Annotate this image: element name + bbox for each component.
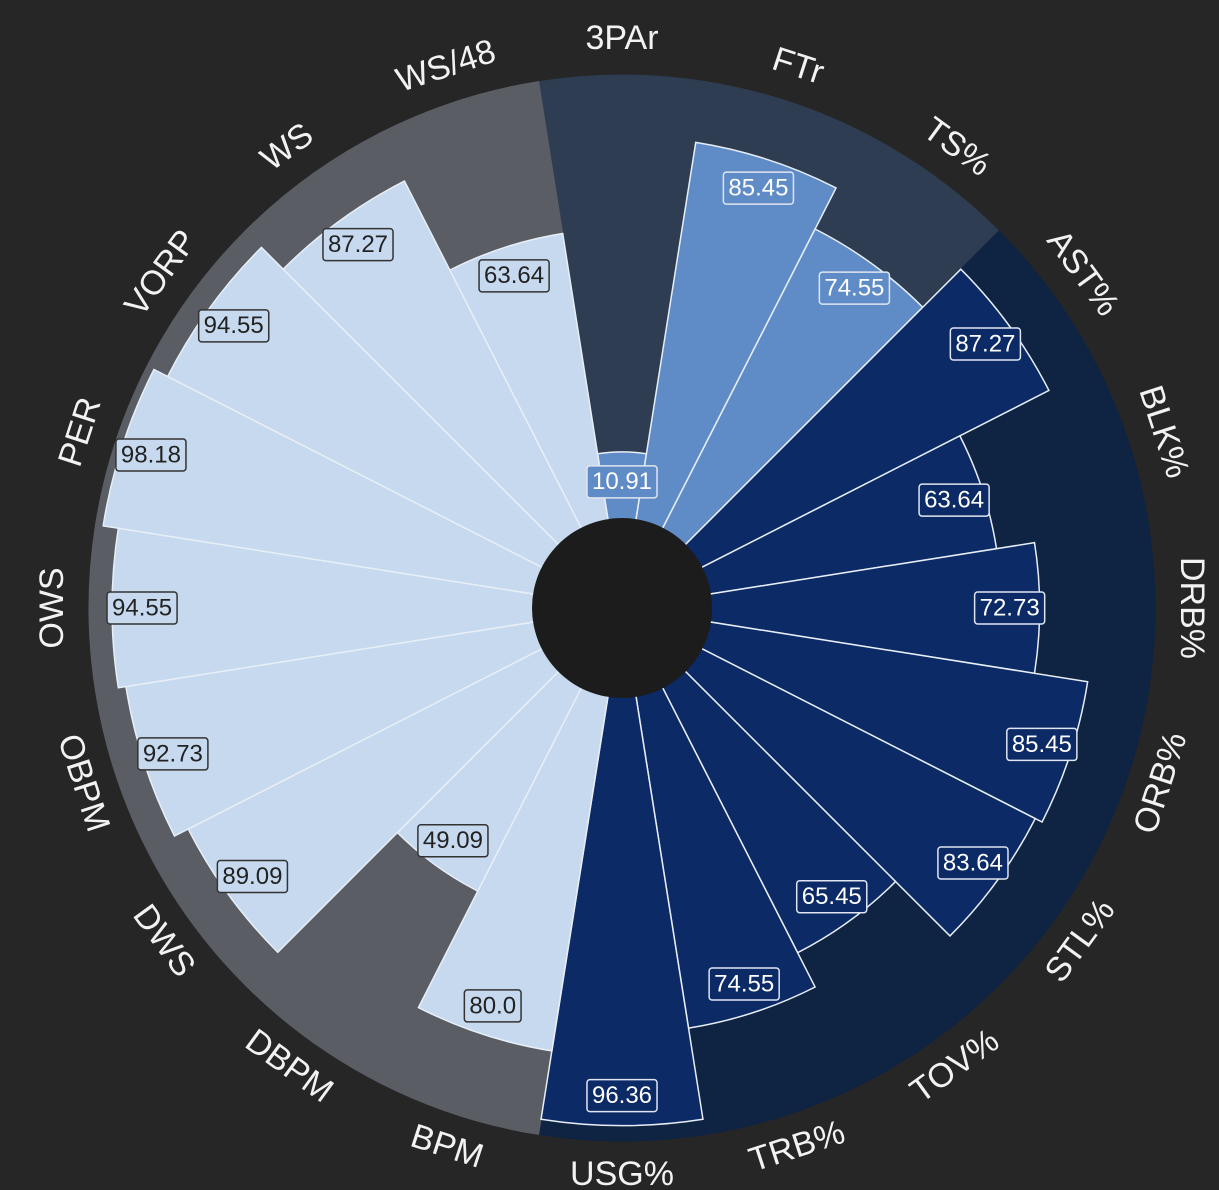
value-label-bg — [463, 989, 522, 1023]
bar — [621, 607, 1037, 938]
value-label: 72.73 — [980, 594, 1040, 621]
center-hole — [532, 518, 712, 698]
value-label-box: 63.64 — [918, 483, 990, 517]
value-label-bg — [973, 591, 1046, 625]
value-label-box: 94.55 — [197, 309, 270, 343]
value-label: 80.0 — [469, 992, 516, 1019]
value-label: 87.27 — [955, 330, 1015, 357]
value-label-bg — [937, 846, 1009, 880]
value-label: 85.45 — [1012, 731, 1072, 758]
value-label: 65.45 — [802, 883, 862, 910]
sector — [538, 74, 706, 609]
value-label-box: 85.45 — [1006, 727, 1078, 762]
value-label-bg — [115, 438, 187, 472]
bar — [540, 607, 704, 1127]
category-label: USG% — [570, 1155, 674, 1190]
value-label: 89.09 — [222, 863, 282, 890]
bar — [187, 607, 623, 954]
bar — [621, 141, 838, 609]
value-label: 49.09 — [423, 827, 483, 854]
category-label: OWS — [33, 567, 71, 648]
value-label-bg — [949, 327, 1022, 361]
value-label-box: 65.45 — [795, 879, 868, 914]
value-label-bg — [137, 737, 209, 771]
value-label: 96.36 — [592, 1082, 652, 1109]
value-label-box: 72.73 — [973, 591, 1046, 625]
value-label-box: 63.64 — [478, 259, 550, 293]
value-label-box: 83.64 — [937, 846, 1009, 880]
value-label-bg — [722, 171, 795, 205]
value-label: 94.55 — [204, 312, 264, 339]
value-label: 10.91 — [592, 468, 652, 495]
value-label-box: 87.27 — [322, 227, 394, 262]
value-label-bg — [197, 309, 270, 343]
category-label: DRB% — [1173, 557, 1211, 659]
value-label: 63.64 — [484, 262, 544, 289]
value-label: 63.64 — [924, 486, 984, 513]
value-label-box: 92.73 — [137, 737, 209, 771]
value-label-box: 74.55 — [708, 967, 780, 1001]
value-label: 83.64 — [943, 849, 1003, 876]
value-label: 74.55 — [824, 275, 884, 302]
bar — [417, 607, 623, 1052]
value-label-bg — [708, 967, 780, 1001]
value-label-box: 80.0 — [463, 989, 522, 1023]
value-label-box: 74.55 — [818, 271, 891, 305]
value-label-box: 10.91 — [586, 465, 658, 499]
value-label-bg — [795, 879, 868, 914]
value-label-box: 96.36 — [586, 1078, 658, 1113]
value-label-box: 94.55 — [106, 591, 178, 625]
value-label-bg — [1006, 727, 1078, 762]
value-label-box: 98.18 — [115, 438, 187, 472]
bar — [282, 180, 623, 609]
value-label: 92.73 — [143, 740, 203, 767]
value-label: 94.55 — [112, 594, 172, 621]
value-label-bg — [478, 259, 550, 293]
value-label-box: 49.09 — [417, 823, 489, 858]
value-label-box: 89.09 — [216, 859, 289, 894]
value-label-bg — [417, 823, 489, 858]
value-label: 85.45 — [728, 174, 788, 201]
value-label: 74.55 — [714, 970, 774, 997]
value-label-bg — [918, 483, 990, 517]
value-label-bg — [586, 1078, 658, 1113]
value-label-bg — [216, 859, 289, 894]
value-label-bg — [818, 271, 891, 305]
category-label: 3PAr — [585, 19, 658, 57]
bar — [448, 232, 623, 609]
value-label-bg — [106, 591, 178, 625]
value-label-box: 87.27 — [949, 327, 1022, 361]
value-label-bg — [322, 227, 394, 262]
value-label-bg — [586, 465, 658, 499]
bar — [166, 246, 623, 609]
value-label: 87.27 — [328, 231, 388, 258]
value-label-box: 85.45 — [722, 171, 795, 205]
value-label: 98.18 — [121, 441, 181, 468]
bar — [621, 268, 1050, 609]
